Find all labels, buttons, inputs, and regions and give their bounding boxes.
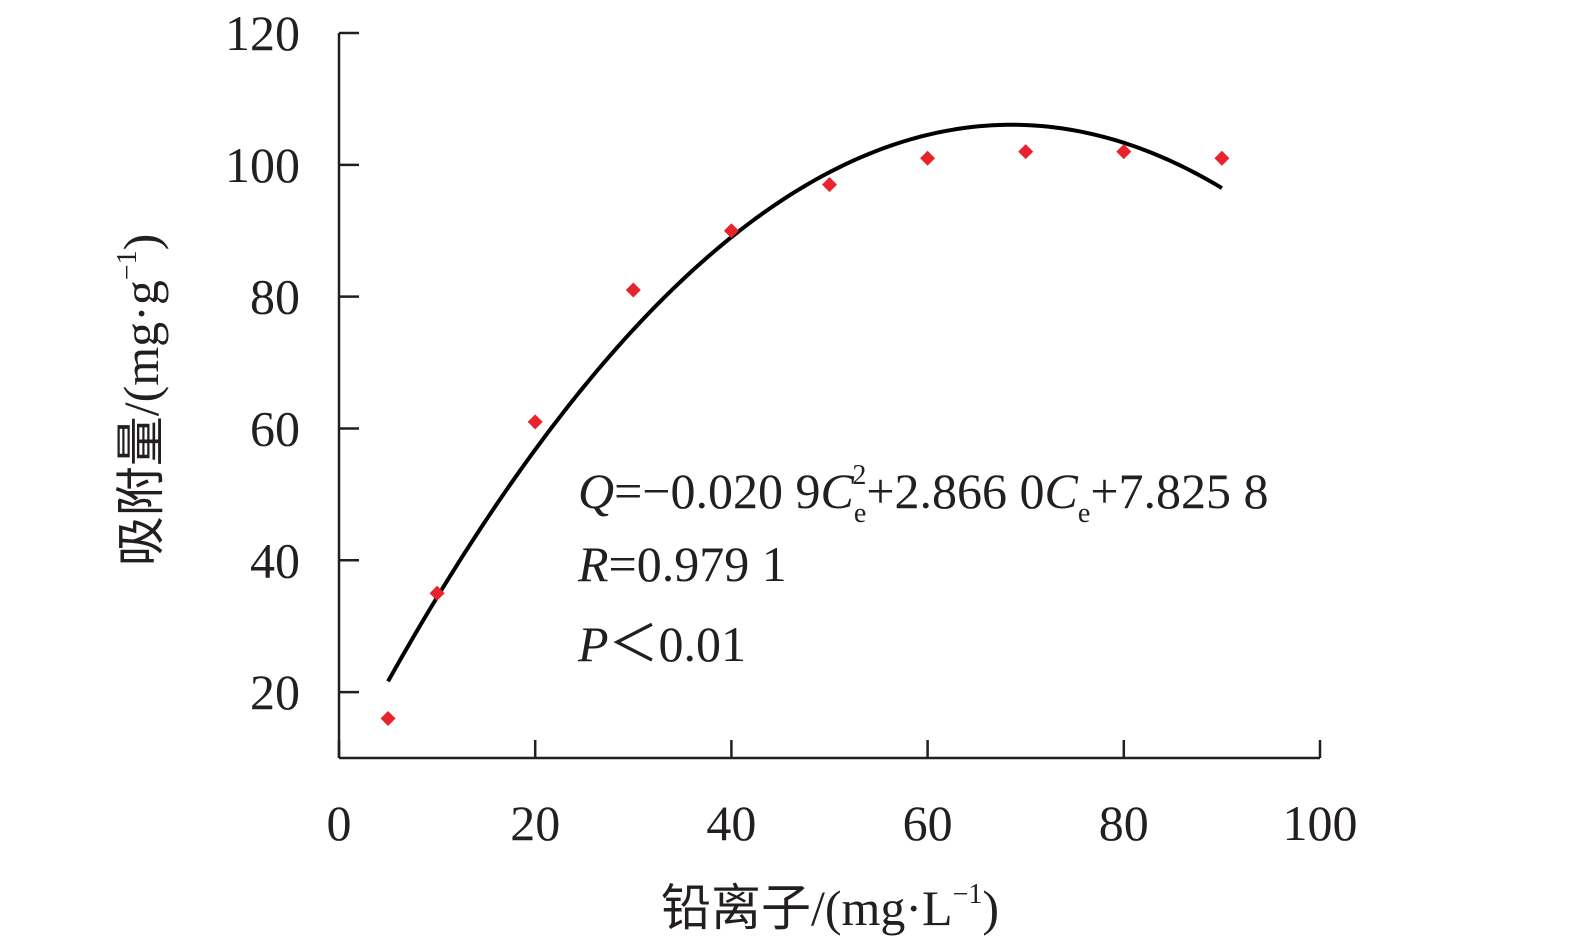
data-point — [380, 710, 396, 726]
eq-part-2: +2.866 0 — [866, 463, 1044, 519]
p-symbol: P — [577, 616, 609, 672]
eq-part-3: +7.825 8 — [1090, 463, 1268, 519]
p-value: P＜0.01 — [577, 616, 746, 672]
y-axis-title: 吸附量/(mg·g−1) — [112, 234, 169, 567]
y-tick-label: 120 — [225, 5, 300, 61]
eq-subscript-2: e — [1078, 498, 1090, 529]
data-point — [920, 150, 936, 166]
eq-part-1: =−0.020 9 — [614, 463, 820, 519]
x-axis-title-main: 铅离子/(mg·L — [661, 880, 953, 936]
x-tick-label: 80 — [1099, 795, 1149, 851]
axes — [337, 33, 1320, 760]
eq-subscript-1: e — [854, 498, 866, 529]
eq-q-symbol: Q — [578, 463, 614, 519]
data-point — [1214, 150, 1230, 166]
x-tick-label: 40 — [706, 795, 756, 851]
eq-c-symbol-2: C — [1045, 463, 1079, 519]
r-symbol: R — [577, 536, 609, 592]
y-axis-ticks: 20 40 60 80 100 120 — [225, 5, 359, 720]
data-point — [1116, 144, 1132, 160]
y-tick-label: 80 — [250, 269, 300, 325]
p-number: ＜0.01 — [609, 616, 747, 672]
x-tick-label: 60 — [903, 795, 953, 851]
data-point — [723, 223, 739, 239]
eq-c-symbol-1: C — [821, 463, 855, 519]
data-point — [429, 585, 445, 601]
data-points — [380, 144, 1230, 726]
data-point — [527, 414, 543, 430]
y-tick-label: 40 — [250, 532, 300, 588]
x-tick-label: 100 — [1283, 795, 1358, 851]
data-point — [822, 177, 837, 193]
y-tick-label: 100 — [225, 137, 300, 193]
y-axis-title-main: 吸附量/(mg·g — [113, 280, 169, 566]
eq-superscript-1: 2 — [852, 460, 866, 491]
data-point — [1018, 144, 1034, 160]
x-axis-title-close: ) — [982, 880, 999, 936]
fit-equation: Q=−0.020 9Ce2+2.866 0Ce+7.825 8 — [578, 460, 1269, 529]
fit-curve — [386, 122, 1223, 683]
r-number: =0.979 1 — [609, 536, 787, 592]
x-tick-label: 20 — [510, 795, 560, 851]
r-value: R=0.979 1 — [577, 536, 787, 592]
y-axis-title-close: ) — [113, 234, 169, 251]
x-axis-title: 铅离子/(mg·L−1) — [661, 879, 999, 936]
x-axis-ticks: 0 20 40 60 80 100 — [327, 740, 1358, 851]
y-axis-title-sup: −1 — [112, 250, 143, 280]
y-tick-label: 60 — [250, 400, 300, 456]
y-tick-label: 20 — [250, 664, 300, 720]
x-tick-label: 0 — [327, 795, 352, 851]
x-axis-title-sup: −1 — [953, 879, 983, 910]
data-point — [625, 282, 641, 298]
